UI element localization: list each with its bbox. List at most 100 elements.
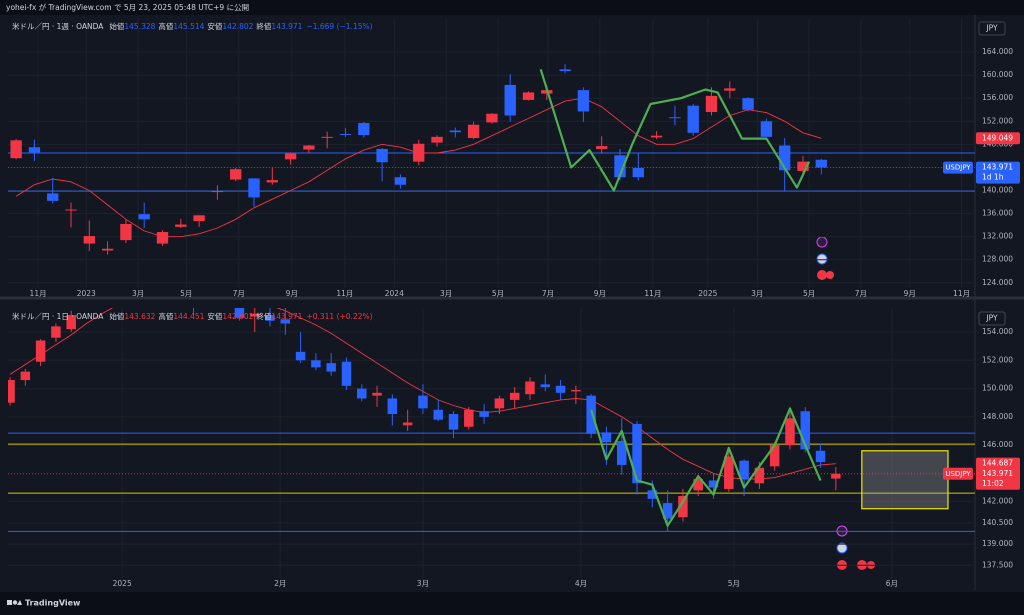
candle-body	[372, 392, 382, 396]
x-tick-label: 11月	[30, 289, 47, 298]
candle-body	[248, 178, 260, 198]
candle-body	[413, 143, 425, 162]
candle-body	[418, 395, 428, 409]
candle-body	[669, 117, 681, 119]
candle-body	[66, 315, 76, 330]
candle-body	[708, 480, 719, 488]
candle-body	[525, 381, 535, 395]
legend-value: 144.451	[173, 312, 204, 321]
candle-body	[175, 224, 187, 227]
x-tick-label: 11月	[644, 289, 661, 298]
legend-value: 143.971	[271, 312, 302, 321]
event-icon[interactable]	[836, 542, 848, 554]
y-tick-label: 124.000	[982, 278, 1013, 287]
x-tick-label: 2023	[77, 289, 96, 298]
candle-body	[65, 209, 77, 211]
legend: 米ドル／円 · 1日 · OANDA 始値143.632 高値144.451 安値14…	[12, 311, 373, 321]
candle-body	[433, 409, 443, 420]
header-bar	[0, 0, 1024, 15]
candle-body	[230, 169, 242, 180]
x-tick-label: 3月	[751, 289, 763, 298]
x-tick-label: 3月	[417, 579, 429, 588]
x-tick-label: 2025	[113, 579, 132, 588]
candle-body	[280, 319, 291, 324]
legend-change: −1.669 (−1.15%)	[306, 22, 372, 31]
ma-price-box	[976, 132, 1020, 145]
legend-value: 143.971	[271, 22, 302, 31]
candle-body	[339, 133, 352, 135]
candle-body	[10, 140, 22, 159]
event-icon[interactable]	[817, 270, 827, 280]
x-tick-label: 5月	[180, 289, 192, 298]
y-tick-label: 139.000	[982, 539, 1013, 548]
candle-body	[35, 340, 46, 362]
x-tick-label: 5月	[492, 289, 504, 298]
candle-body	[402, 422, 413, 426]
candle-body	[614, 155, 626, 178]
candle-body	[156, 232, 169, 244]
candle-body	[650, 135, 663, 138]
legend-field: 高値	[158, 21, 173, 31]
y-tick-label: 140.000	[982, 186, 1013, 195]
event-icon[interactable]	[816, 236, 828, 248]
countdown-label: 11:02	[982, 479, 1004, 488]
candle-body	[797, 161, 809, 171]
candle-body	[321, 136, 333, 138]
candle-body	[448, 414, 459, 430]
candle-body	[504, 84, 516, 116]
currency-label: JPY	[985, 314, 998, 323]
candle-body	[754, 467, 765, 484]
x-tick-label: 7月	[855, 289, 867, 298]
symbol-box	[943, 161, 973, 174]
candle-body	[815, 159, 827, 168]
logo-part	[7, 600, 12, 605]
candle-body	[387, 398, 398, 415]
candle-body	[779, 145, 791, 171]
symbol-label: USDJPY	[945, 164, 971, 172]
y-tick-label: 152.000	[982, 116, 1013, 125]
y-tick-label: 150.000	[982, 384, 1013, 393]
x-tick-label: 2月	[274, 579, 286, 588]
x-tick-label: 9月	[286, 289, 298, 298]
candle-body	[486, 113, 498, 123]
y-tick-label: 148.000	[982, 412, 1013, 421]
close-price-box	[976, 161, 1020, 184]
overlay-line	[590, 407, 822, 527]
legend-field: 高値	[158, 311, 173, 321]
candle-body	[739, 460, 749, 480]
y-tick-label: 160.000	[982, 70, 1013, 79]
candle-body	[357, 388, 367, 399]
candle-body	[211, 191, 224, 193]
legend-value: 142.802	[222, 22, 253, 31]
candle-body	[249, 313, 260, 317]
footer-bar	[0, 592, 1024, 615]
candle-body	[678, 496, 688, 518]
y-tick-label: 164.000	[982, 47, 1013, 56]
legend-value: 143.632	[124, 312, 155, 321]
legend-change: +0.311 (+0.22%)	[306, 312, 372, 321]
x-tick-label: 3月	[440, 289, 452, 298]
legend-value: 145.514	[173, 22, 204, 31]
candle-body	[540, 384, 551, 388]
candle-body	[51, 326, 61, 338]
event-icon[interactable]	[826, 271, 834, 279]
candle-body	[705, 95, 718, 113]
header-text: yohei-fx が TradingView.com で 5月 23, 2025…	[6, 2, 249, 12]
x-tick-label: 7月	[233, 289, 245, 298]
y-tick-label: 137.500	[982, 560, 1013, 569]
candle-body	[724, 88, 736, 91]
pane	[8, 308, 975, 578]
candle-body	[303, 145, 315, 150]
candle-body	[555, 385, 566, 393]
y-tick-label: 132.000	[982, 232, 1013, 241]
ma-price-label: 144.687	[982, 459, 1013, 468]
candle-body	[617, 440, 627, 465]
event-icon[interactable]	[816, 253, 828, 265]
candle-body	[596, 146, 608, 149]
y-tick-label: 146.000	[982, 440, 1013, 449]
x-tick-label: 4月	[575, 579, 587, 588]
y-tick-label: 156.000	[982, 93, 1013, 102]
candle-body	[326, 363, 336, 372]
candle-body	[358, 123, 370, 136]
